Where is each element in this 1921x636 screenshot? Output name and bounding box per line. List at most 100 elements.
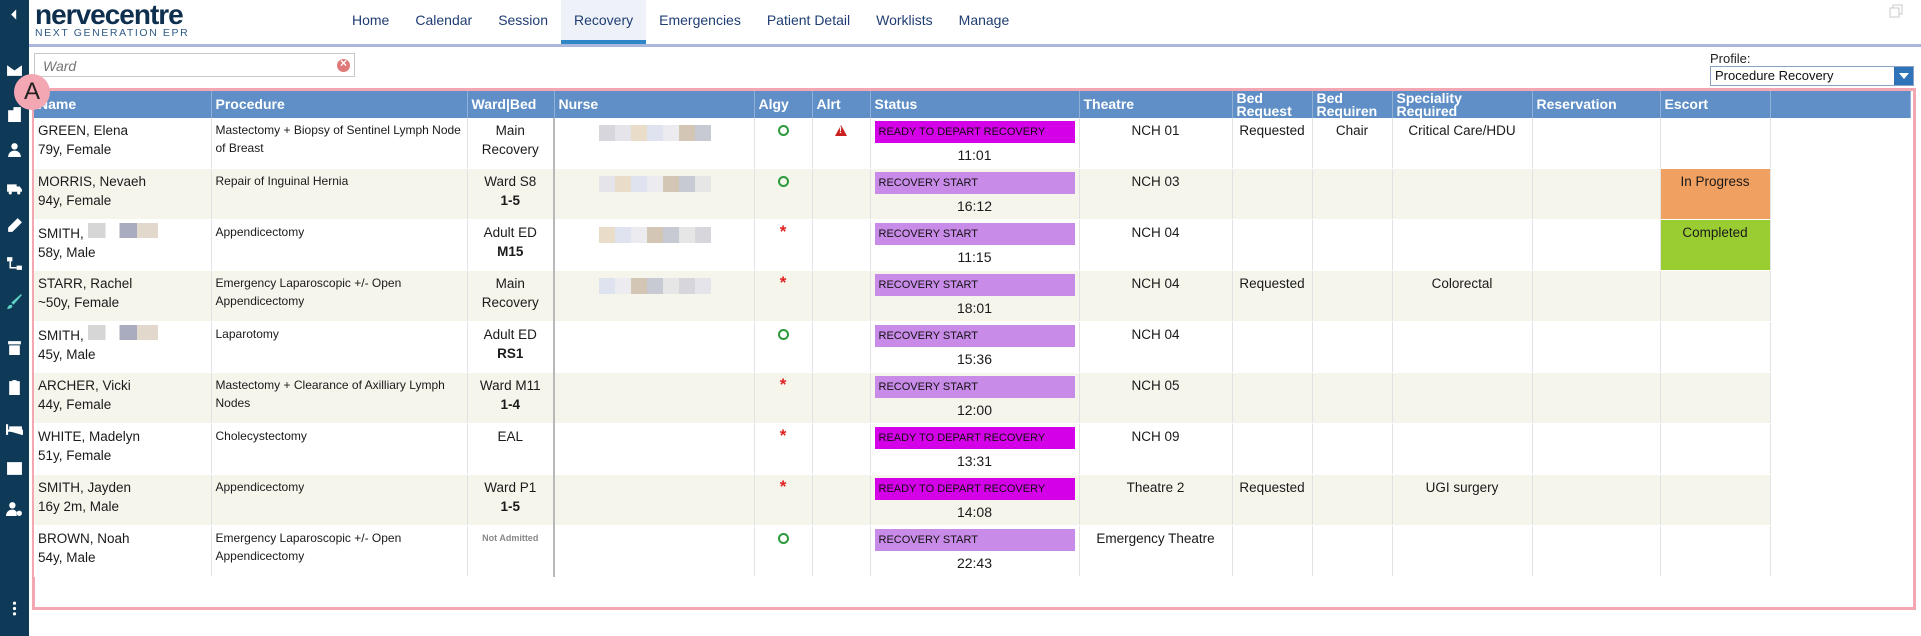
ambulance-icon[interactable] bbox=[4, 177, 25, 198]
col-header-bed-request[interactable]: Bed Request bbox=[1232, 91, 1313, 118]
col-header-status[interactable]: Status bbox=[870, 91, 1080, 118]
bed-icon[interactable] bbox=[4, 418, 25, 439]
table-row[interactable]: WHITE, Madelyn 51y, Female Cholecystectomy… bbox=[34, 423, 1910, 475]
cell-nurse bbox=[554, 474, 755, 526]
allergy-star-icon[interactable]: * bbox=[779, 222, 787, 241]
more-icon[interactable] bbox=[4, 598, 25, 619]
restore-window-icon[interactable] bbox=[1889, 4, 1903, 18]
mail-icon[interactable] bbox=[4, 60, 25, 81]
allergy-none-icon[interactable] bbox=[777, 329, 789, 340]
ward-search-input[interactable] bbox=[41, 55, 325, 77]
status-badge[interactable]: RECOVERY START bbox=[874, 274, 1075, 296]
patient-name[interactable]: MORRIS, Nevaeh bbox=[38, 174, 147, 189]
allergy-none-icon[interactable] bbox=[777, 533, 789, 544]
status-badge[interactable]: RECOVERY START bbox=[874, 223, 1075, 245]
status-badge[interactable]: RECOVERY START bbox=[874, 376, 1075, 398]
tab-calendar[interactable]: Calendar bbox=[415, 12, 473, 28]
workflow-icon[interactable] bbox=[4, 253, 25, 274]
col-header-nurse[interactable]: Nurse bbox=[554, 91, 755, 118]
patient-name[interactable]: SMITH, Jayden bbox=[38, 480, 132, 495]
collapse-arrow-icon[interactable] bbox=[4, 4, 25, 25]
tab-worklists[interactable]: Worklists bbox=[876, 12, 933, 28]
ward-text: Main Recovery bbox=[481, 123, 539, 157]
allergy-star-icon[interactable]: * bbox=[779, 477, 787, 496]
ward-text: Ward S8 bbox=[484, 174, 537, 189]
col-header-ward-bed[interactable]: Ward|Bed bbox=[467, 91, 555, 118]
patient-name[interactable]: SMITH, bbox=[38, 328, 84, 343]
allergy-star-icon[interactable]: * bbox=[779, 273, 787, 292]
building-icon[interactable] bbox=[4, 104, 25, 125]
status-badge[interactable]: RECOVERY START bbox=[874, 529, 1075, 551]
cell-bed-requirement bbox=[1312, 168, 1393, 220]
profile-select[interactable]: Procedure Recovery bbox=[1710, 66, 1914, 86]
table-icon[interactable] bbox=[4, 458, 25, 479]
cell-speciality bbox=[1392, 423, 1533, 475]
brush-icon[interactable] bbox=[4, 291, 25, 312]
status-time: 15:36 bbox=[956, 351, 993, 367]
col-header-name[interactable]: Name bbox=[34, 91, 212, 118]
table-row[interactable]: MORRIS, Nevaeh 94y, Female Repair of Ingui… bbox=[34, 168, 1910, 220]
table-row[interactable]: STARR, Rachel ~50y, Female Emergency Lapar… bbox=[34, 270, 1910, 322]
dropdown-arrow-icon[interactable] bbox=[1894, 67, 1913, 85]
procedure-text: Emergency Laparoscopic +/- Open Appendic… bbox=[215, 276, 402, 308]
cell-algy: * bbox=[754, 219, 813, 271]
patient-name[interactable]: ARCHER, Vicki bbox=[38, 378, 131, 393]
patient-name[interactable]: WHITE, Madelyn bbox=[38, 429, 141, 444]
clipboard-icon[interactable] bbox=[4, 377, 25, 398]
table-row[interactable]: SMITH, 58y, Male Appendicectomy Adult ED M1… bbox=[34, 219, 1910, 271]
cell-name: BROWN, Noah 54y, Male bbox=[34, 525, 212, 577]
cell-alrt bbox=[812, 321, 871, 373]
table-row[interactable]: SMITH, 45y, Male Laparotomy Adult ED RS1 REC… bbox=[34, 321, 1910, 373]
col-header-escort[interactable]: Escort bbox=[1660, 91, 1771, 118]
cell-algy: * bbox=[754, 474, 813, 526]
table-row[interactable]: BROWN, Noah 54y, Male Emergency Laparoscop… bbox=[34, 525, 1910, 577]
allergy-star-icon[interactable]: * bbox=[779, 375, 787, 394]
patient-age-sex: 51y, Female bbox=[38, 448, 112, 463]
table-row[interactable]: ARCHER, Vicki 44y, Female Mastectomy + Cle… bbox=[34, 372, 1910, 424]
top-bar: nervecentre NEXT GENERATION EPR Home Cale… bbox=[29, 0, 1921, 47]
col-header-theatre[interactable]: Theatre bbox=[1079, 91, 1233, 118]
cell-theatre: NCH 05 bbox=[1079, 372, 1233, 424]
tab-manage[interactable]: Manage bbox=[958, 12, 1010, 28]
tab-session[interactable]: Session bbox=[498, 12, 548, 28]
col-header-alrt[interactable]: Alrt bbox=[812, 91, 871, 118]
status-badge[interactable]: READY TO DEPART RECOVERY bbox=[874, 121, 1075, 143]
thermometer-icon[interactable] bbox=[4, 215, 25, 236]
patient-name[interactable]: GREEN, Elena bbox=[38, 123, 129, 138]
col-header-algy[interactable]: Algy bbox=[754, 91, 813, 118]
escort-text[interactable]: In Progress bbox=[1680, 174, 1750, 189]
patient-name[interactable]: SMITH, bbox=[38, 226, 84, 241]
status-time: 11:01 bbox=[957, 147, 992, 163]
status-badge[interactable]: READY TO DEPART RECOVERY bbox=[874, 478, 1075, 500]
col-header-reservation[interactable]: Reservation bbox=[1532, 91, 1661, 118]
alert-warning-icon[interactable] bbox=[835, 125, 847, 136]
clear-search-icon[interactable] bbox=[337, 56, 350, 72]
recovery-table: Name Procedure Ward|Bed Nurse Algy Alrt … bbox=[34, 91, 1911, 577]
tab-emergencies[interactable]: Emergencies bbox=[659, 12, 741, 28]
tab-home[interactable]: Home bbox=[352, 12, 390, 28]
col-header-procedure[interactable]: Procedure bbox=[211, 91, 468, 118]
patient-name[interactable]: BROWN, Noah bbox=[38, 531, 130, 546]
status-badge[interactable]: RECOVERY START bbox=[874, 325, 1075, 347]
allergy-star-icon[interactable]: * bbox=[779, 426, 787, 445]
table-row[interactable]: SMITH, Jayden 16y 2m, Male Appendicectomy W… bbox=[34, 474, 1910, 526]
cell-ward-bed: Not Admitted bbox=[467, 525, 555, 577]
archive-icon[interactable] bbox=[4, 337, 25, 358]
status-badge[interactable]: READY TO DEPART RECOVERY bbox=[874, 427, 1075, 449]
speciality-text: UGI surgery bbox=[1425, 480, 1499, 495]
tab-recovery[interactable]: Recovery bbox=[561, 0, 647, 44]
nurse-icon[interactable] bbox=[4, 139, 25, 160]
allergy-none-icon[interactable] bbox=[777, 176, 789, 187]
col-header-speciality[interactable]: Speciality Required bbox=[1392, 91, 1533, 118]
status-badge[interactable]: RECOVERY START bbox=[874, 172, 1075, 194]
tab-patient-detail[interactable]: Patient Detail bbox=[766, 12, 851, 28]
patient-name[interactable]: STARR, Rachel bbox=[38, 276, 133, 291]
user-settings-icon[interactable] bbox=[4, 498, 25, 519]
app-logo: nervecentre NEXT GENERATION EPR bbox=[35, 0, 189, 39]
table-row[interactable]: GREEN, Elena 79y, Female Mastectomy + Biop… bbox=[34, 118, 1910, 169]
cell-nurse bbox=[554, 168, 755, 220]
cell-status: RECOVERY START 15:36 bbox=[870, 321, 1080, 373]
col-header-bed-requirement[interactable]: Bed Requiren bbox=[1312, 91, 1393, 118]
escort-text[interactable]: Completed bbox=[1682, 225, 1748, 240]
allergy-none-icon[interactable] bbox=[777, 125, 789, 136]
